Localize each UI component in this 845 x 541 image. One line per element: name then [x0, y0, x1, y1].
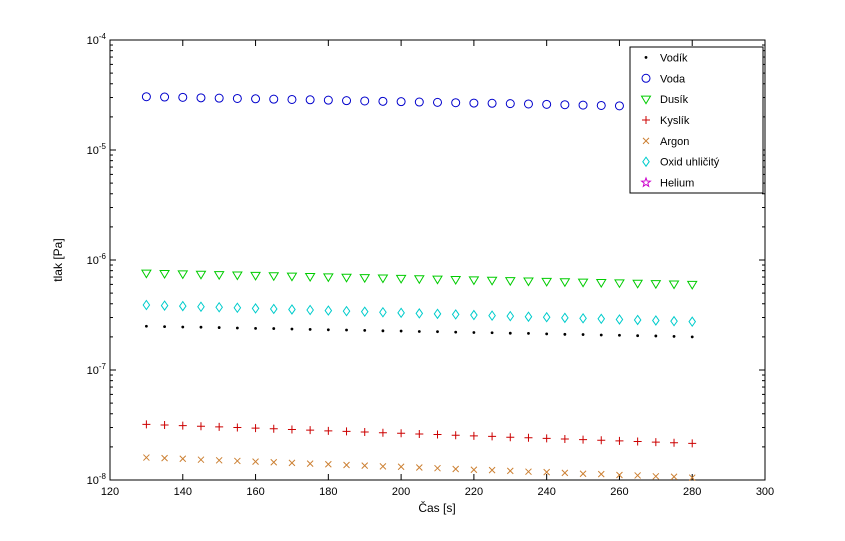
legend-label: Argon: [660, 136, 689, 148]
legend-box: [629, 46, 764, 194]
legend-item-Oxid uhličitý: Oxid uhličitý: [642, 156, 720, 169]
y-tick-label: 10-5: [87, 142, 107, 157]
series-Dusík: [141, 269, 698, 290]
legend-item-Voda: Voda: [641, 73, 686, 85]
x-tick-label: 240: [537, 486, 555, 498]
series-Oxid uhličitý: [142, 299, 697, 328]
plot-area: 120 140 160 180 200 220 240 260 280 300 10-8 10-7 10…: [87, 32, 775, 498]
series-Argon: [143, 454, 696, 482]
y-tick-label: 10-7: [87, 362, 107, 377]
x-tick-label: 220: [465, 486, 483, 498]
legend-item-Argon: Argon: [642, 136, 689, 148]
legend-item-Kyslík: Kyslík: [642, 115, 690, 127]
x-tick-label: 260: [610, 486, 628, 498]
x-tick-label: 300: [756, 486, 774, 498]
legend-item-Vodík: Vodík: [644, 52, 688, 64]
legend-label: Oxid uhličitý: [660, 157, 720, 169]
x-tick-label: 140: [174, 486, 192, 498]
legend-item-Dusík: Dusík: [640, 94, 689, 106]
y-tick-label: 10-4: [87, 32, 107, 47]
x-tick-label: 120: [101, 486, 119, 498]
y-tick-label: 10-8: [87, 472, 107, 487]
axes-ticks: [109, 39, 766, 481]
x-axis-label: Čas [s]: [418, 500, 455, 515]
y-tick-label: 10-6: [87, 252, 107, 267]
tick-labels: 120 140 160 180 200 220 240 260 280 300 10-8 10-7 10…: [87, 32, 775, 498]
x-tick-label: 280: [683, 486, 701, 498]
legend-item-Helium: Helium: [640, 176, 694, 190]
series-Vodík: [144, 324, 694, 339]
legend-label: Vodík: [660, 52, 688, 64]
y-axis-label: tlak [Pa]: [51, 238, 65, 281]
legend-label: Voda: [660, 73, 686, 85]
legend-label: Kyslík: [660, 115, 690, 127]
legend-label: Dusík: [660, 94, 689, 106]
x-tick-label: 160: [246, 486, 264, 498]
x-tick-label: 200: [392, 486, 410, 498]
legend: Vodík Voda Dusík Kyslík Argon Oxid uhličitý He…: [629, 46, 764, 194]
legend-label: Helium: [660, 178, 694, 190]
series-Kyslík: [142, 420, 697, 448]
x-tick-label: 180: [319, 486, 337, 498]
